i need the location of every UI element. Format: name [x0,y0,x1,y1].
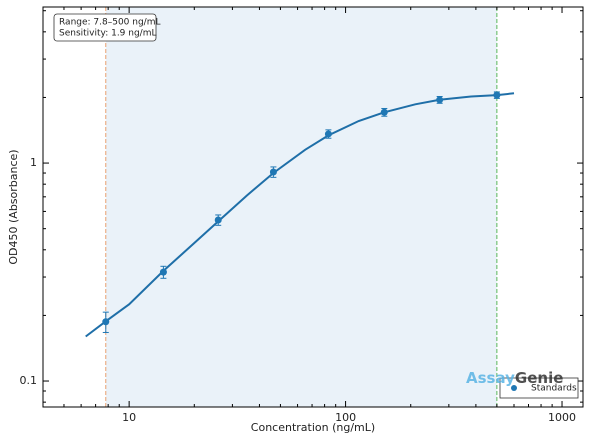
logo-part: Genie [515,369,563,387]
data-point [269,168,277,176]
x-tick-label: 1000 [548,411,576,424]
legend-marker [511,385,517,391]
logo-part: Assay [466,369,515,387]
annotation-text: Sensitivity: 1.9 ng/mL [59,29,157,39]
logo: AssayGenie [466,369,563,387]
data-point [493,91,501,99]
data-point [102,318,110,326]
x-tick-label: 100 [335,411,356,424]
data-point [214,216,222,224]
annotation-text: Range: 7.8–500 ng/mL [59,18,161,28]
legend-box [499,377,579,399]
annotation-box [53,13,157,42]
legend-label: Standards [531,384,577,394]
range-fill [105,7,497,407]
x-axis-label: Concentration (ng/mL) [251,421,375,434]
data-point [159,268,167,276]
y-axis-label: OD450 (Absorbance) [7,149,20,264]
data-point [436,96,444,104]
y-tick-label: 0.1 [20,374,38,387]
plot-frame [42,6,584,408]
data-point [380,108,388,116]
x-tick-label: 10 [122,411,136,424]
data-point [324,130,332,138]
fit-curve [85,92,515,338]
y-tick-label: 1 [30,156,37,169]
